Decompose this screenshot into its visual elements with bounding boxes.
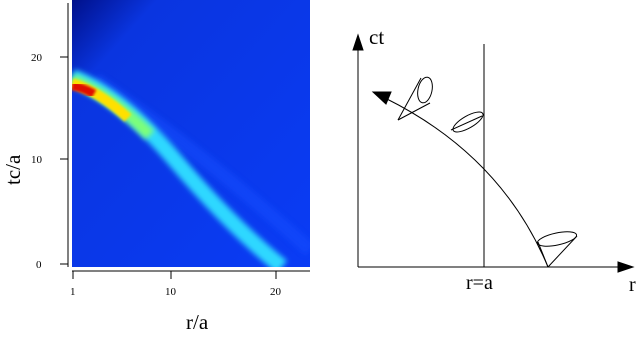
light-cone-bottom: [536, 231, 578, 268]
heatmap-image: [72, 0, 310, 267]
r-axis-label: r: [629, 274, 636, 296]
y-tick-label-20: 20: [31, 52, 43, 64]
light-cone-top: [397, 76, 433, 121]
x-tick-label-10: 10: [165, 286, 177, 298]
worldline-curve: [384, 97, 549, 268]
y-tick-label-10: 10: [31, 154, 43, 166]
heatmap-panel: 0 10 20 1 10 20 tc/a r/a: [1, 0, 310, 334]
r-axis-arrowhead: [617, 261, 635, 273]
spacetime-diagram: [352, 33, 635, 273]
r-equals-a-label: r=a: [466, 272, 493, 294]
worldline-arrowhead: [371, 91, 392, 105]
x-tick-label-1: 1: [70, 286, 76, 298]
ct-axis-label: ct: [369, 25, 384, 49]
x-axis-label: r/a: [186, 310, 209, 334]
y-axis-label: tc/a: [1, 154, 25, 185]
light-cone-middle: [450, 111, 484, 133]
x-tick-label-20: 20: [270, 286, 282, 298]
y-tick-label-0: 0: [36, 259, 42, 271]
ct-axis-arrowhead: [352, 33, 364, 51]
